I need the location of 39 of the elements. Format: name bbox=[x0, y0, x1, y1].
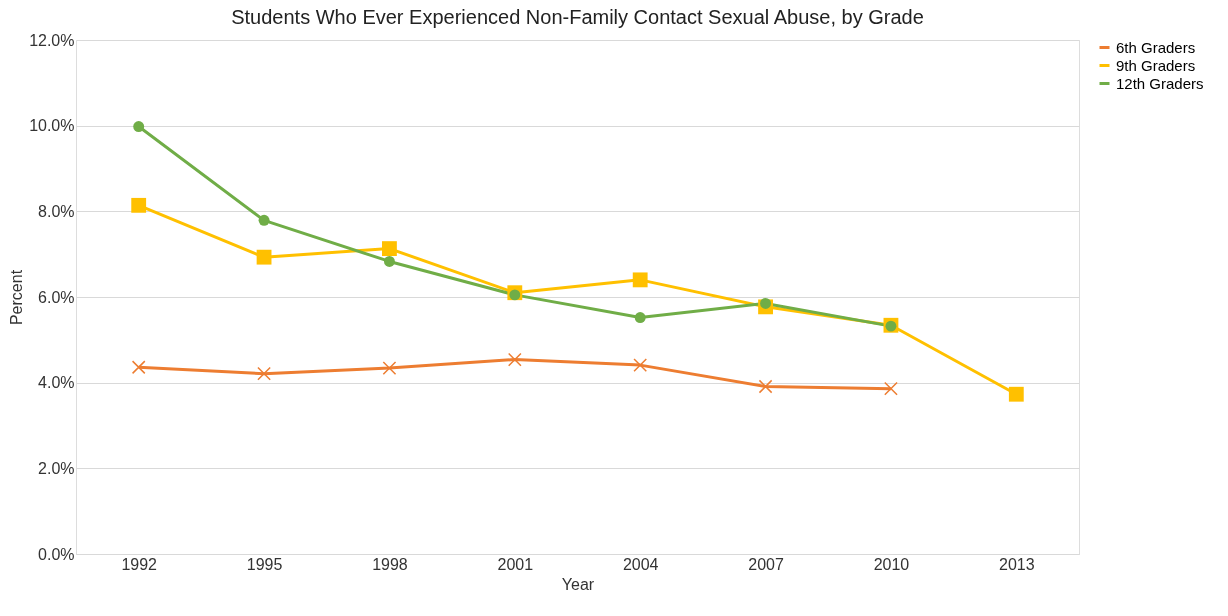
x-tick-label: 2007 bbox=[748, 555, 784, 573]
y-axis-title: Percent bbox=[8, 269, 26, 326]
x-tick-label: 1995 bbox=[246, 555, 283, 573]
point bbox=[632, 272, 648, 288]
x-tick-label: 1998 bbox=[372, 555, 408, 573]
point bbox=[382, 241, 397, 257]
point bbox=[884, 381, 898, 396]
y-tick-label: 2.0% bbox=[38, 459, 75, 477]
x-tick-label: 2001 bbox=[497, 555, 534, 573]
point bbox=[760, 297, 772, 309]
point bbox=[634, 312, 646, 324]
point bbox=[256, 249, 272, 265]
x-tick-label: 2013 bbox=[999, 555, 1035, 573]
x-axis-title: Year bbox=[561, 575, 595, 593]
point bbox=[383, 255, 395, 267]
point bbox=[258, 214, 270, 226]
y-tick-label: 10.0% bbox=[29, 117, 75, 135]
point bbox=[133, 121, 145, 132]
point bbox=[257, 366, 271, 381]
y-tick-label: 0.0% bbox=[38, 545, 75, 563]
point bbox=[509, 289, 521, 301]
x-tick-label: 2010 bbox=[873, 555, 910, 573]
x-tick-label: 2004 bbox=[622, 555, 659, 573]
chart-title: Students Who Ever Experienced Non-Family Contact Sexual Abuse, by Grade bbox=[231, 6, 924, 28]
legend-label: 6th Graders bbox=[1116, 38, 1196, 56]
point bbox=[633, 358, 648, 372]
legend-label: 12th Graders bbox=[1116, 74, 1204, 92]
y-tick-label: 6.0% bbox=[38, 288, 75, 306]
legend-label: 9th Graders bbox=[1116, 56, 1196, 74]
point bbox=[1008, 386, 1024, 402]
y-tick-label: 12.0% bbox=[29, 31, 75, 49]
x-tick-label: 1992 bbox=[121, 555, 158, 573]
point bbox=[131, 360, 146, 375]
point bbox=[382, 361, 397, 375]
y-tick-label: 8.0% bbox=[38, 202, 75, 220]
y-tick-label: 4.0% bbox=[38, 374, 75, 392]
point bbox=[758, 379, 773, 394]
point bbox=[507, 352, 522, 367]
point bbox=[131, 197, 147, 213]
